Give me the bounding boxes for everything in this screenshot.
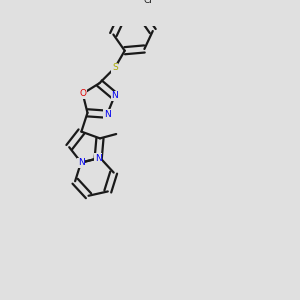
Text: Cl: Cl <box>144 0 152 5</box>
Text: N: N <box>78 158 85 167</box>
Text: S: S <box>112 63 118 72</box>
Text: N: N <box>111 92 118 100</box>
Text: N: N <box>104 110 111 119</box>
Text: N: N <box>95 154 102 163</box>
Text: O: O <box>79 89 86 98</box>
